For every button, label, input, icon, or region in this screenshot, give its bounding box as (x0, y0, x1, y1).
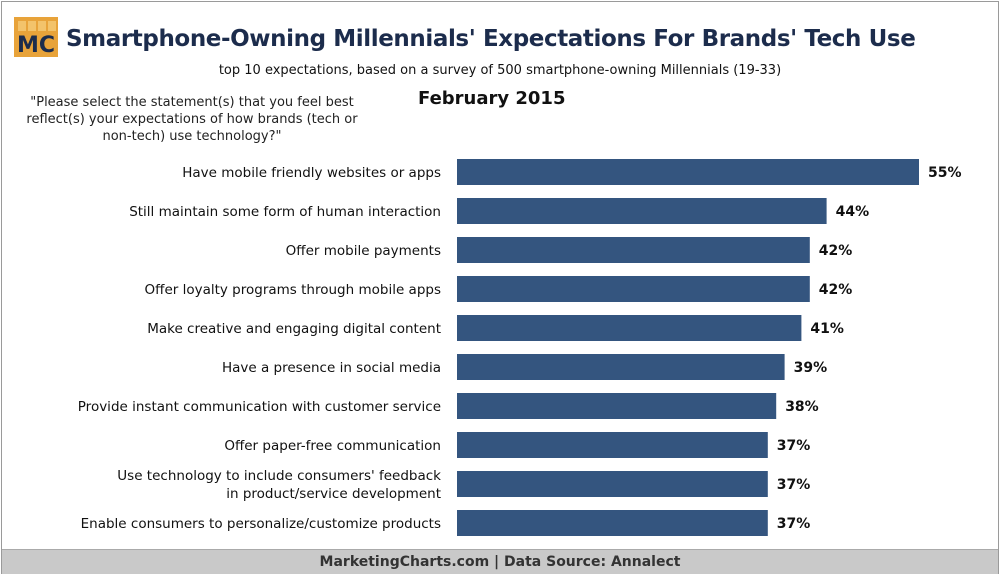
category-label-4: Offer loyalty programs through mobile ap… (145, 282, 441, 298)
survey-question: "Please select the statement(s) that you… (26, 95, 358, 144)
logo-text: MC (17, 33, 55, 58)
bar-4 (457, 276, 810, 302)
footer-source: MarketingCharts.com | Data Source: Annal… (2, 549, 998, 574)
value-label-2: 44% (836, 204, 870, 220)
category-label-3: Offer mobile payments (286, 243, 441, 259)
value-label-4: 42% (819, 282, 853, 298)
bar-10 (457, 510, 768, 536)
bar-2 (457, 198, 827, 224)
bar-5 (457, 315, 802, 341)
bar-8 (457, 432, 768, 458)
category-label-5: Make creative and engaging digital conte… (147, 321, 441, 337)
value-label-9: 37% (777, 477, 811, 493)
category-label-7: Provide instant communication with custo… (78, 399, 441, 415)
category-label-8: Offer paper-free communication (224, 438, 441, 454)
bar-9 (457, 471, 768, 497)
value-label-8: 37% (777, 438, 811, 454)
bar-3 (457, 237, 810, 263)
category-label-6: Have a presence in social media (222, 360, 441, 376)
bar-6 (457, 354, 785, 380)
bar-7 (457, 393, 777, 419)
category-label-10: Enable consumers to personalize/customiz… (81, 516, 441, 532)
value-label-7: 38% (785, 399, 819, 415)
chart-subtitle: top 10 expectations, based on a survey o… (218, 63, 782, 78)
value-label-3: 42% (819, 243, 853, 259)
value-label-6: 39% (794, 360, 828, 376)
category-label-2: Still maintain some form of human intera… (129, 204, 441, 220)
chart-title: Smartphone-Owning Millennials' Expectati… (66, 26, 916, 52)
category-label-9: Use technology to include consumers' fee… (117, 468, 441, 502)
value-label-5: 41% (810, 321, 844, 337)
marketingcharts-logo-icon: MC (14, 17, 58, 58)
chart-date: February 2015 (418, 88, 566, 109)
bar-1 (457, 159, 919, 185)
category-label-1: Have mobile friendly websites or apps (182, 165, 441, 181)
value-label-10: 37% (777, 516, 811, 532)
value-label-1: 55% (928, 165, 962, 181)
